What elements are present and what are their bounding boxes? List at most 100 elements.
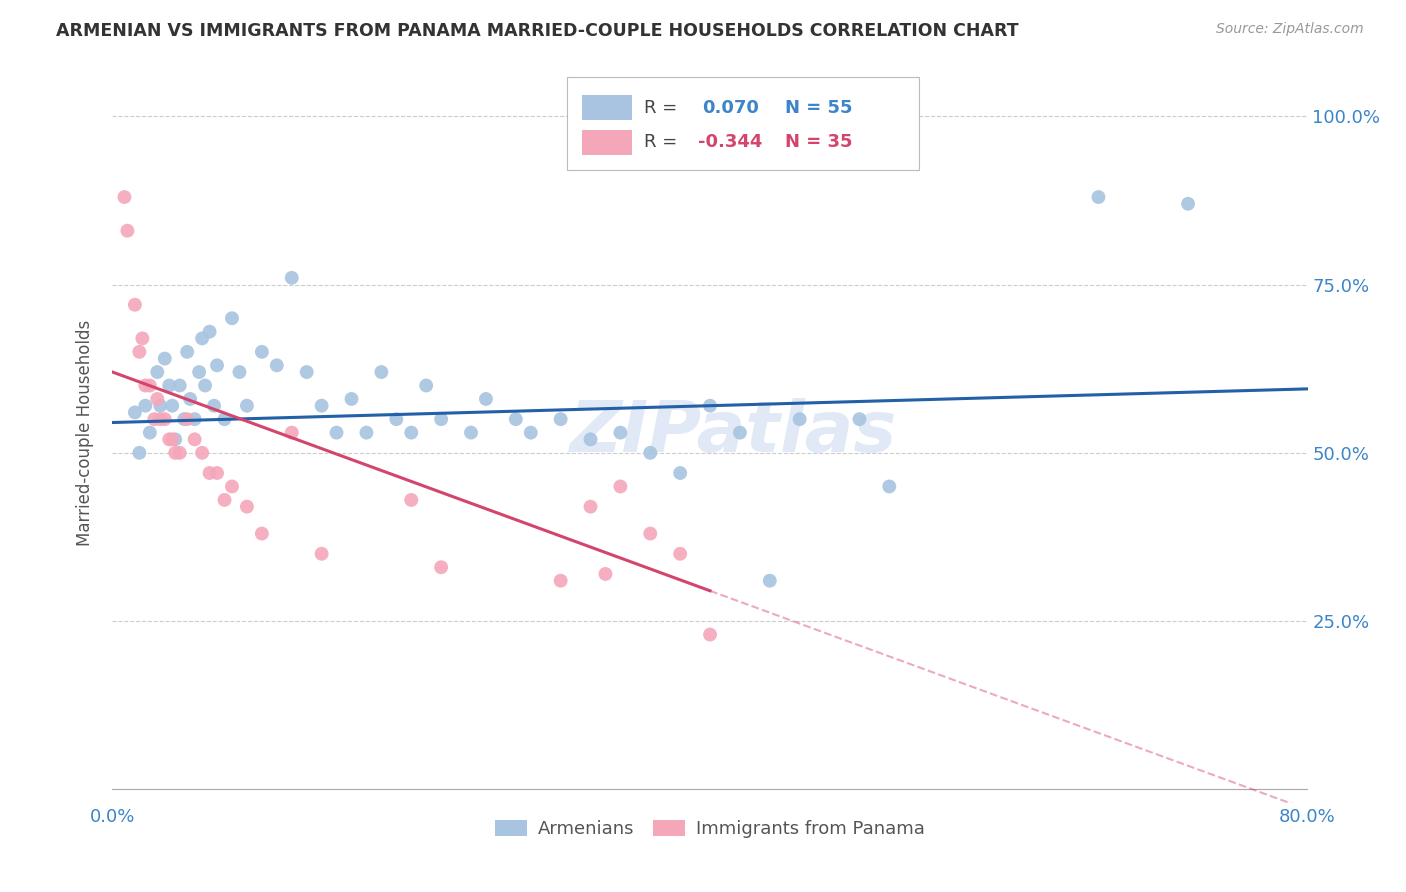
Point (415, 378, 437, 392)
Point (221, 311, 243, 326)
Point (266, 359, 288, 373)
Point (460, 425, 482, 440)
Point (134, 378, 156, 392)
Point (183, 412, 205, 426)
Point (162, 433, 183, 447)
Point (520, 425, 543, 440)
Point (134, 399, 156, 413)
Text: -0.344: -0.344 (699, 134, 762, 152)
Point (143, 412, 166, 426)
Point (699, 399, 721, 413)
Point (149, 412, 172, 426)
Point (176, 412, 198, 426)
Point (191, 446, 214, 460)
Point (356, 425, 378, 440)
Point (550, 412, 572, 426)
Point (728, 425, 751, 440)
Point (114, 190, 135, 204)
Point (325, 425, 347, 440)
Point (699, 627, 721, 641)
Point (236, 500, 259, 514)
Point (311, 399, 333, 413)
FancyBboxPatch shape (582, 130, 633, 155)
Point (183, 433, 205, 447)
Point (157, 378, 180, 392)
Point (579, 433, 602, 447)
Text: 0.070: 0.070 (702, 99, 759, 117)
Point (579, 500, 602, 514)
Point (250, 526, 273, 541)
Point (139, 378, 162, 392)
Point (789, 412, 811, 426)
Point (430, 412, 453, 426)
Text: ARMENIAN VS IMMIGRANTS FROM PANAMA MARRIED-COUPLE HOUSEHOLDS CORRELATION CHART: ARMENIAN VS IMMIGRANTS FROM PANAMA MARRI… (56, 22, 1019, 40)
Text: N = 55: N = 55 (786, 99, 853, 117)
Point (311, 547, 333, 561)
Text: R =: R = (644, 134, 678, 152)
Point (202, 399, 225, 413)
Point (609, 425, 631, 440)
Point (430, 560, 453, 574)
Point (179, 392, 201, 406)
Point (401, 492, 423, 507)
Point (1177, 196, 1199, 211)
Point (198, 325, 221, 339)
Point (295, 365, 318, 379)
Point (759, 574, 782, 588)
Point (117, 224, 139, 238)
Point (153, 351, 176, 366)
Point (848, 412, 870, 426)
Point (228, 365, 250, 379)
Point (165, 433, 187, 447)
Point (191, 331, 214, 345)
Text: ZIPatlas: ZIPatlas (571, 398, 897, 467)
Point (640, 446, 662, 460)
Legend: Armenians, Immigrants from Panama: Armenians, Immigrants from Panama (488, 813, 932, 846)
Point (401, 425, 423, 440)
Point (595, 566, 617, 581)
Point (879, 479, 901, 493)
Point (669, 466, 692, 480)
Point (128, 446, 150, 460)
Point (1087, 190, 1109, 204)
Text: R =: R = (644, 99, 678, 117)
Point (236, 399, 259, 413)
Point (205, 466, 228, 480)
Point (131, 331, 153, 345)
Point (385, 412, 408, 426)
Text: N = 35: N = 35 (786, 134, 853, 152)
Point (165, 446, 187, 460)
Point (340, 392, 363, 406)
Point (281, 270, 304, 285)
Point (124, 298, 146, 312)
FancyBboxPatch shape (567, 78, 920, 169)
Point (139, 425, 162, 440)
Point (609, 479, 631, 493)
Point (157, 433, 180, 447)
Point (153, 412, 176, 426)
Point (640, 526, 662, 541)
Point (146, 392, 169, 406)
Point (669, 547, 692, 561)
Point (169, 378, 191, 392)
Point (281, 425, 304, 440)
Point (173, 412, 195, 426)
Point (188, 365, 211, 379)
Point (194, 378, 217, 392)
Y-axis label: Married-couple Households: Married-couple Households (76, 319, 94, 546)
Point (221, 479, 243, 493)
Point (475, 392, 498, 406)
Point (176, 344, 198, 359)
Point (146, 365, 169, 379)
Point (214, 492, 236, 507)
Point (214, 412, 236, 426)
Point (169, 446, 191, 460)
Point (149, 399, 172, 413)
Point (205, 359, 228, 373)
Point (250, 344, 273, 359)
Point (124, 405, 146, 419)
Point (505, 412, 527, 426)
Text: Source: ZipAtlas.com: Source: ZipAtlas.com (1216, 22, 1364, 37)
FancyBboxPatch shape (582, 95, 633, 120)
Point (128, 344, 150, 359)
